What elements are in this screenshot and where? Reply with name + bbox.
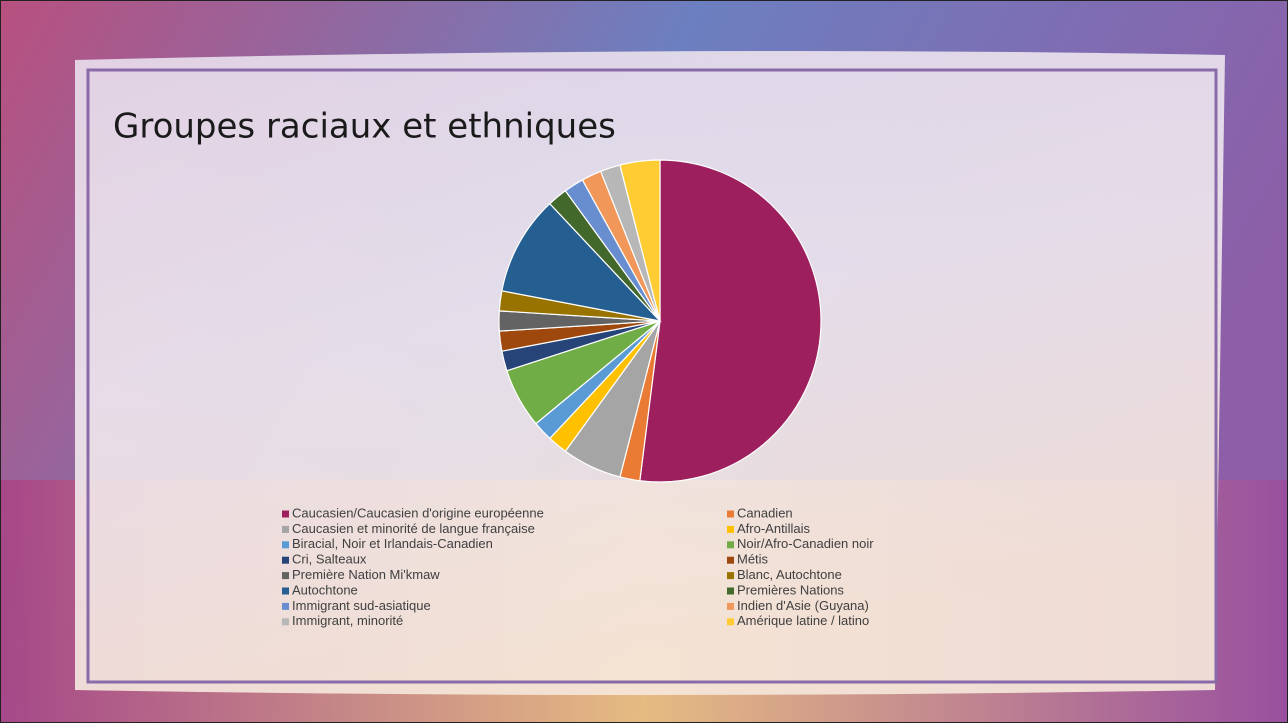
legend-swatch xyxy=(727,510,734,518)
legend-swatch xyxy=(282,602,289,610)
legend-label: Immigrant, minorité xyxy=(292,613,403,628)
legend-label: Cri, Salteaux xyxy=(292,552,367,567)
legend-label: Première Nation Mi'kmaw xyxy=(292,567,440,582)
legend-swatch xyxy=(282,618,289,626)
pie-slice xyxy=(639,159,822,483)
legend-label: Autochtone xyxy=(292,582,358,597)
legend-label: Biracial, Noir et Irlandais-Canadien xyxy=(292,536,493,551)
legend-label: Canadien xyxy=(737,505,793,520)
legend-swatch xyxy=(282,572,289,580)
legend-label: Caucasien/Caucasien d'origine européenne xyxy=(292,505,544,520)
legend-label: Caucasien et minorité de langue français… xyxy=(292,521,535,536)
frame-border xyxy=(86,68,1218,684)
legend-label: Noir/Afro-Canadien noir xyxy=(737,536,874,551)
legend-label: Métis xyxy=(737,552,769,567)
legend-swatch xyxy=(282,556,289,564)
legend-swatch xyxy=(727,572,734,580)
legend-label: Afro-Antillais xyxy=(737,521,810,536)
slide-title: Groupes raciaux et ethniques xyxy=(113,107,616,147)
legend-swatch xyxy=(727,618,734,626)
legend-swatch xyxy=(282,525,289,533)
legend-label: Immigrant sud-asiatique xyxy=(292,598,431,613)
legend-swatch xyxy=(282,587,289,595)
legend-swatch xyxy=(727,556,734,564)
legend-label: Blanc, Autochtone xyxy=(737,567,842,582)
legend-swatch xyxy=(727,602,734,610)
legend-swatch xyxy=(282,541,289,549)
legend-label: Indien d'Asie (Guyana) xyxy=(737,598,869,613)
pie-slice xyxy=(619,159,661,322)
legend-swatch xyxy=(727,525,734,533)
pie-slice xyxy=(501,202,662,322)
legend-swatch xyxy=(282,510,289,518)
legend-label: Premières Nations xyxy=(737,582,844,597)
legend-swatch xyxy=(727,587,734,595)
legend-label: Amérique latine / latino xyxy=(737,613,869,628)
legend-swatch xyxy=(727,541,734,549)
